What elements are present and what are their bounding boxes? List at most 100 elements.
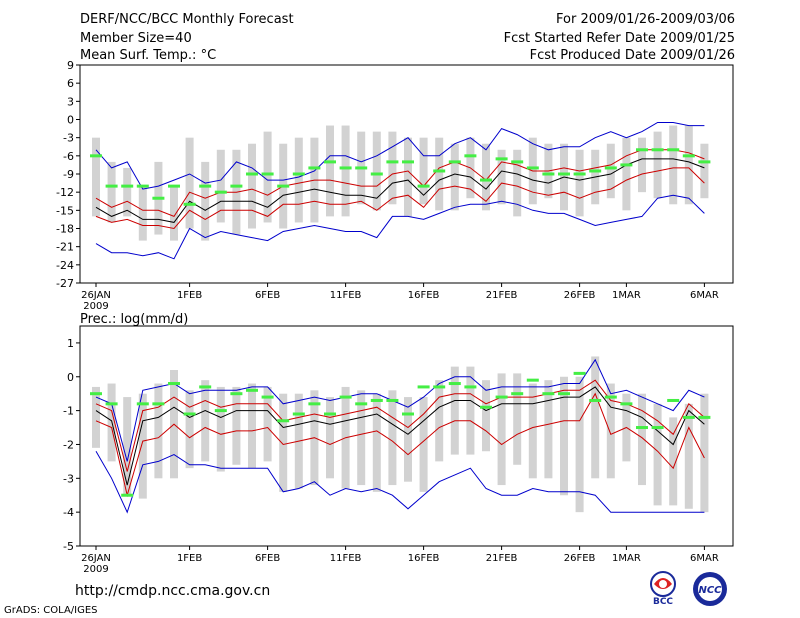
x-tick-label: 26FEB <box>564 553 596 564</box>
median-mark <box>620 402 633 406</box>
median-mark <box>667 148 680 152</box>
spread-box <box>435 137 444 211</box>
y-tick-label: -4 <box>63 506 74 519</box>
y-tick-label: -2 <box>63 438 74 451</box>
median-mark <box>511 392 524 396</box>
spread-box <box>294 137 303 223</box>
median-mark <box>324 160 336 164</box>
median-mark <box>698 415 711 419</box>
median-mark <box>261 395 274 399</box>
y-tick-label: 0 <box>67 114 74 127</box>
median-mark <box>136 184 149 188</box>
median-mark <box>636 426 648 430</box>
spread-box <box>372 131 381 211</box>
spread-box <box>326 397 334 479</box>
median-mark <box>448 382 461 386</box>
median-mark <box>214 190 227 194</box>
y-tick-label: -27 <box>56 277 74 290</box>
spread-box <box>404 397 412 482</box>
median-mark <box>417 385 430 389</box>
series-line-min <box>95 450 705 514</box>
spread-box <box>622 137 631 211</box>
bcc-logo-icon: BCC <box>650 571 676 606</box>
y-tick-label: -15 <box>56 204 74 217</box>
median-mark <box>573 172 586 176</box>
median-mark <box>292 412 305 416</box>
median-mark <box>230 184 243 188</box>
spread-box <box>482 143 490 211</box>
x-tick-label: 16FEB <box>408 553 440 564</box>
spread-box <box>513 149 522 217</box>
median-mark <box>589 169 602 173</box>
spread-box <box>388 131 397 205</box>
median-mark <box>355 402 368 406</box>
y-tick-label: 1 <box>67 337 74 350</box>
median-mark <box>480 178 492 182</box>
spread-box <box>263 131 272 223</box>
median-mark <box>511 160 524 164</box>
spread-box <box>575 376 584 513</box>
median-mark <box>698 160 711 164</box>
median-mark <box>464 154 477 158</box>
spread-box <box>497 149 506 205</box>
median-mark <box>433 169 446 173</box>
median-mark <box>90 392 102 396</box>
spread-box <box>216 149 225 223</box>
spread-box <box>138 393 147 499</box>
spread-box <box>92 386 100 448</box>
ncc-logo-text: NCC <box>698 585 722 596</box>
spread-box <box>575 149 584 217</box>
median-mark <box>573 371 586 375</box>
median-mark <box>604 395 617 399</box>
median-mark <box>277 184 290 188</box>
median-mark <box>324 412 336 416</box>
spread-box <box>92 137 100 217</box>
source-url[interactable]: http://cmdp.ncc.cma.gov.cn <box>75 583 271 599</box>
spread-box <box>700 393 709 513</box>
median-mark <box>682 154 695 158</box>
spread-box <box>419 397 428 492</box>
median-mark <box>136 402 149 406</box>
median-mark <box>168 184 180 188</box>
y-tick-label: -3 <box>63 472 74 485</box>
forecast-period-label: For 2009/01/26-2009/03/06 <box>556 12 735 27</box>
x-tick-label: 11FEB <box>330 553 362 564</box>
median-mark <box>542 392 555 396</box>
median-mark <box>246 388 258 392</box>
spread-box <box>107 161 116 223</box>
median-mark <box>448 160 461 164</box>
median-mark <box>105 402 118 406</box>
median-mark <box>433 385 446 389</box>
spread-box <box>497 373 506 486</box>
year-label: 2009 <box>83 564 108 575</box>
median-mark <box>183 202 196 206</box>
bcc-logo-text: BCC <box>653 597 673 606</box>
spread-box <box>653 403 662 506</box>
y-tick-label: 6 <box>67 77 74 90</box>
x-tick-label: 21FEB <box>486 290 518 301</box>
x-tick-label: 26JAN <box>81 553 111 564</box>
spread-box <box>482 380 490 452</box>
median-mark <box>682 415 695 419</box>
spread-box <box>544 380 553 479</box>
median-mark <box>542 172 555 176</box>
plot-frame <box>79 325 734 547</box>
median-mark <box>277 419 290 423</box>
y-tick-label: -1 <box>63 405 74 418</box>
median-mark <box>183 412 196 416</box>
series-line-max <box>95 122 705 190</box>
median-mark <box>667 398 680 402</box>
x-tick-label: 6FEB <box>255 290 280 301</box>
series-line-mean <box>95 386 705 486</box>
median-mark <box>152 402 165 406</box>
spread-box <box>185 137 194 229</box>
spread-box <box>450 366 459 455</box>
y-tick-label: -12 <box>56 186 74 199</box>
y-tick-label: -24 <box>56 259 74 272</box>
median-mark <box>620 163 633 167</box>
series-line-lower <box>95 392 705 498</box>
median-mark <box>526 378 539 382</box>
median-mark <box>495 395 508 399</box>
spread-box <box>419 137 428 205</box>
spread-box <box>185 390 194 469</box>
